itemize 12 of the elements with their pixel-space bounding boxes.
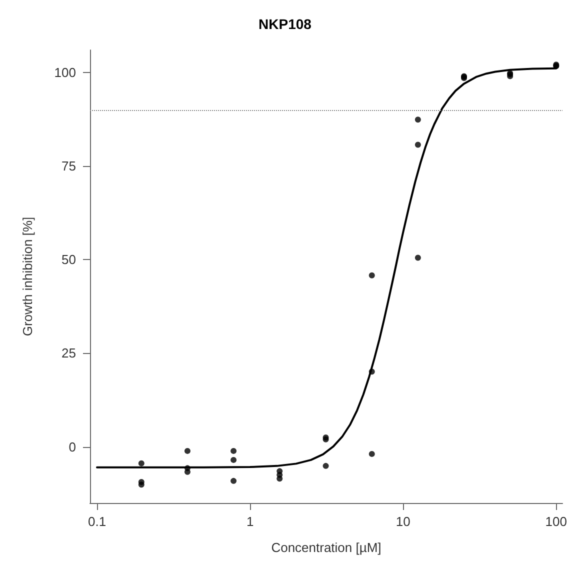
x-tick-label: 10 xyxy=(396,514,410,529)
y-axis-title: Growth inhibition [%] xyxy=(20,216,35,336)
y-tick-label: 25 xyxy=(62,346,76,361)
x-tick-label: 0.1 xyxy=(88,514,106,529)
x-axis-title: Concentration [µM] xyxy=(271,540,382,555)
chart-title: NKP108 xyxy=(258,16,312,32)
y-tick-label: 0 xyxy=(68,439,76,454)
x-tick-label: 100 xyxy=(545,514,568,529)
y-tick-label: 50 xyxy=(62,252,76,268)
y-tick-label: 75 xyxy=(62,158,76,174)
y-tick-label: 100 xyxy=(54,64,76,80)
x-tick-label: 1 xyxy=(246,514,254,529)
